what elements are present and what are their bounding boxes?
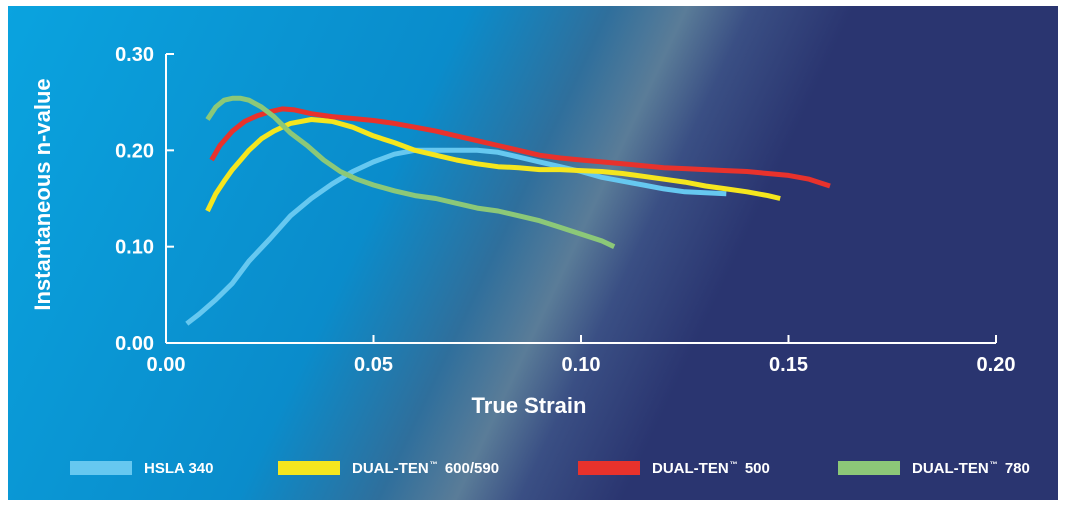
n-value-chart: 0.00 0.10 0.20 0.30 0.00 0.05 0.10 0.15 0.20 True…	[8, 6, 1058, 500]
y-tick-label: 0.10	[115, 237, 154, 259]
legend-label-dual-ten-780: DUAL-TEN™ 780	[912, 460, 1030, 477]
series-line-0	[185, 147, 727, 326]
y-tick-label: 0.00	[115, 333, 154, 355]
chart-panel: 0.00 0.10 0.20 0.30 0.00 0.05 0.10 0.15 0.20 True…	[8, 6, 1058, 500]
legend-label-dual-ten-600-590: DUAL-TEN™ 600/590	[352, 460, 499, 477]
legend-item-dual-ten-780: DUAL-TEN™ 780	[838, 453, 1030, 483]
legend-swatch-dual-ten-780	[838, 461, 900, 475]
series-line-2	[209, 106, 831, 189]
legend-item-dual-ten-500: DUAL-TEN™ 500	[578, 453, 770, 483]
x-tick-label: 0.15	[769, 354, 808, 376]
x-tick-label: 0.20	[977, 354, 1016, 376]
x-tick-label: 0.05	[354, 354, 393, 376]
legend-swatch-dual-ten-500	[578, 461, 640, 475]
trademark-mark: ™	[429, 459, 438, 469]
chart-background	[8, 6, 1058, 500]
x-tick-label: 0.00	[147, 354, 186, 376]
legend-label-part: 500	[740, 459, 770, 477]
legend: HSLA 340 DUAL-TEN™ 600/590 DUAL-TEN™ 500…	[8, 453, 1058, 483]
y-tick-label: 0.20	[115, 140, 154, 162]
legend-item-dual-ten-600-590: DUAL-TEN™ 600/590	[278, 453, 499, 483]
legend-label-part: 600/590	[440, 459, 500, 477]
trademark-mark: ™	[729, 459, 738, 469]
legend-label-part: DUAL-TEN	[912, 459, 989, 477]
trademark-mark: ™	[989, 459, 998, 469]
legend-swatch-dual-ten-600-590	[278, 461, 340, 475]
x-tick-label: 0.10	[562, 354, 601, 376]
series-line-3	[205, 95, 616, 249]
legend-swatch-hsla-340	[70, 461, 132, 475]
x-axis-title: True Strain	[472, 393, 587, 418]
legend-label-part: DUAL-TEN	[352, 459, 429, 477]
legend-item-hsla-340: HSLA 340	[70, 453, 213, 483]
legend-label-part: DUAL-TEN	[652, 459, 729, 477]
legend-label-part: 780	[1000, 459, 1030, 477]
legend-label-hsla-340: HSLA 340	[144, 459, 214, 477]
y-tick-label: 0.30	[115, 44, 154, 66]
y-axis-title: Instantaneous n-value	[30, 78, 55, 310]
series-line-1	[205, 117, 781, 213]
legend-label-dual-ten-500: DUAL-TEN™ 500	[652, 460, 770, 477]
